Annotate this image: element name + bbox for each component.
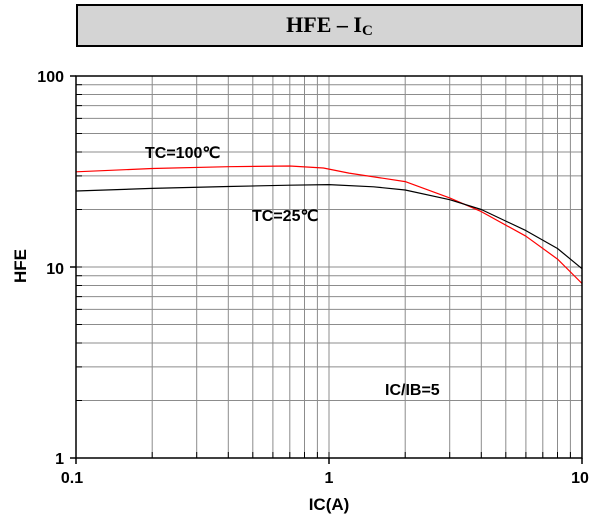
series-line-tc25 xyxy=(75,184,583,270)
x-axis-label: IC(A) xyxy=(309,495,350,514)
x-tick-label-10: 10 xyxy=(571,470,589,487)
y-tick-label-100: 100 xyxy=(37,69,64,86)
x-tick-label-0.1: 0.1 xyxy=(61,470,83,487)
x-tick-label-1: 1 xyxy=(325,470,334,487)
chart-title: HFE – IC xyxy=(286,11,373,39)
y-axis-label: HFE xyxy=(11,249,30,283)
annotation-tc25: TC=25℃ xyxy=(252,208,318,225)
chart-title-box: HFE – IC xyxy=(76,4,583,47)
y-tick-label-1: 1 xyxy=(55,451,64,468)
data-curves xyxy=(75,165,583,284)
axis-ticks xyxy=(70,75,583,464)
annotation-ic-ib: IC/IB=5 xyxy=(385,382,440,399)
y-tick-label-10: 10 xyxy=(46,261,64,278)
annotation-tc100: TC=100℃ xyxy=(145,145,220,162)
grid-lines xyxy=(76,76,582,458)
series-line-tc100 xyxy=(75,165,583,284)
